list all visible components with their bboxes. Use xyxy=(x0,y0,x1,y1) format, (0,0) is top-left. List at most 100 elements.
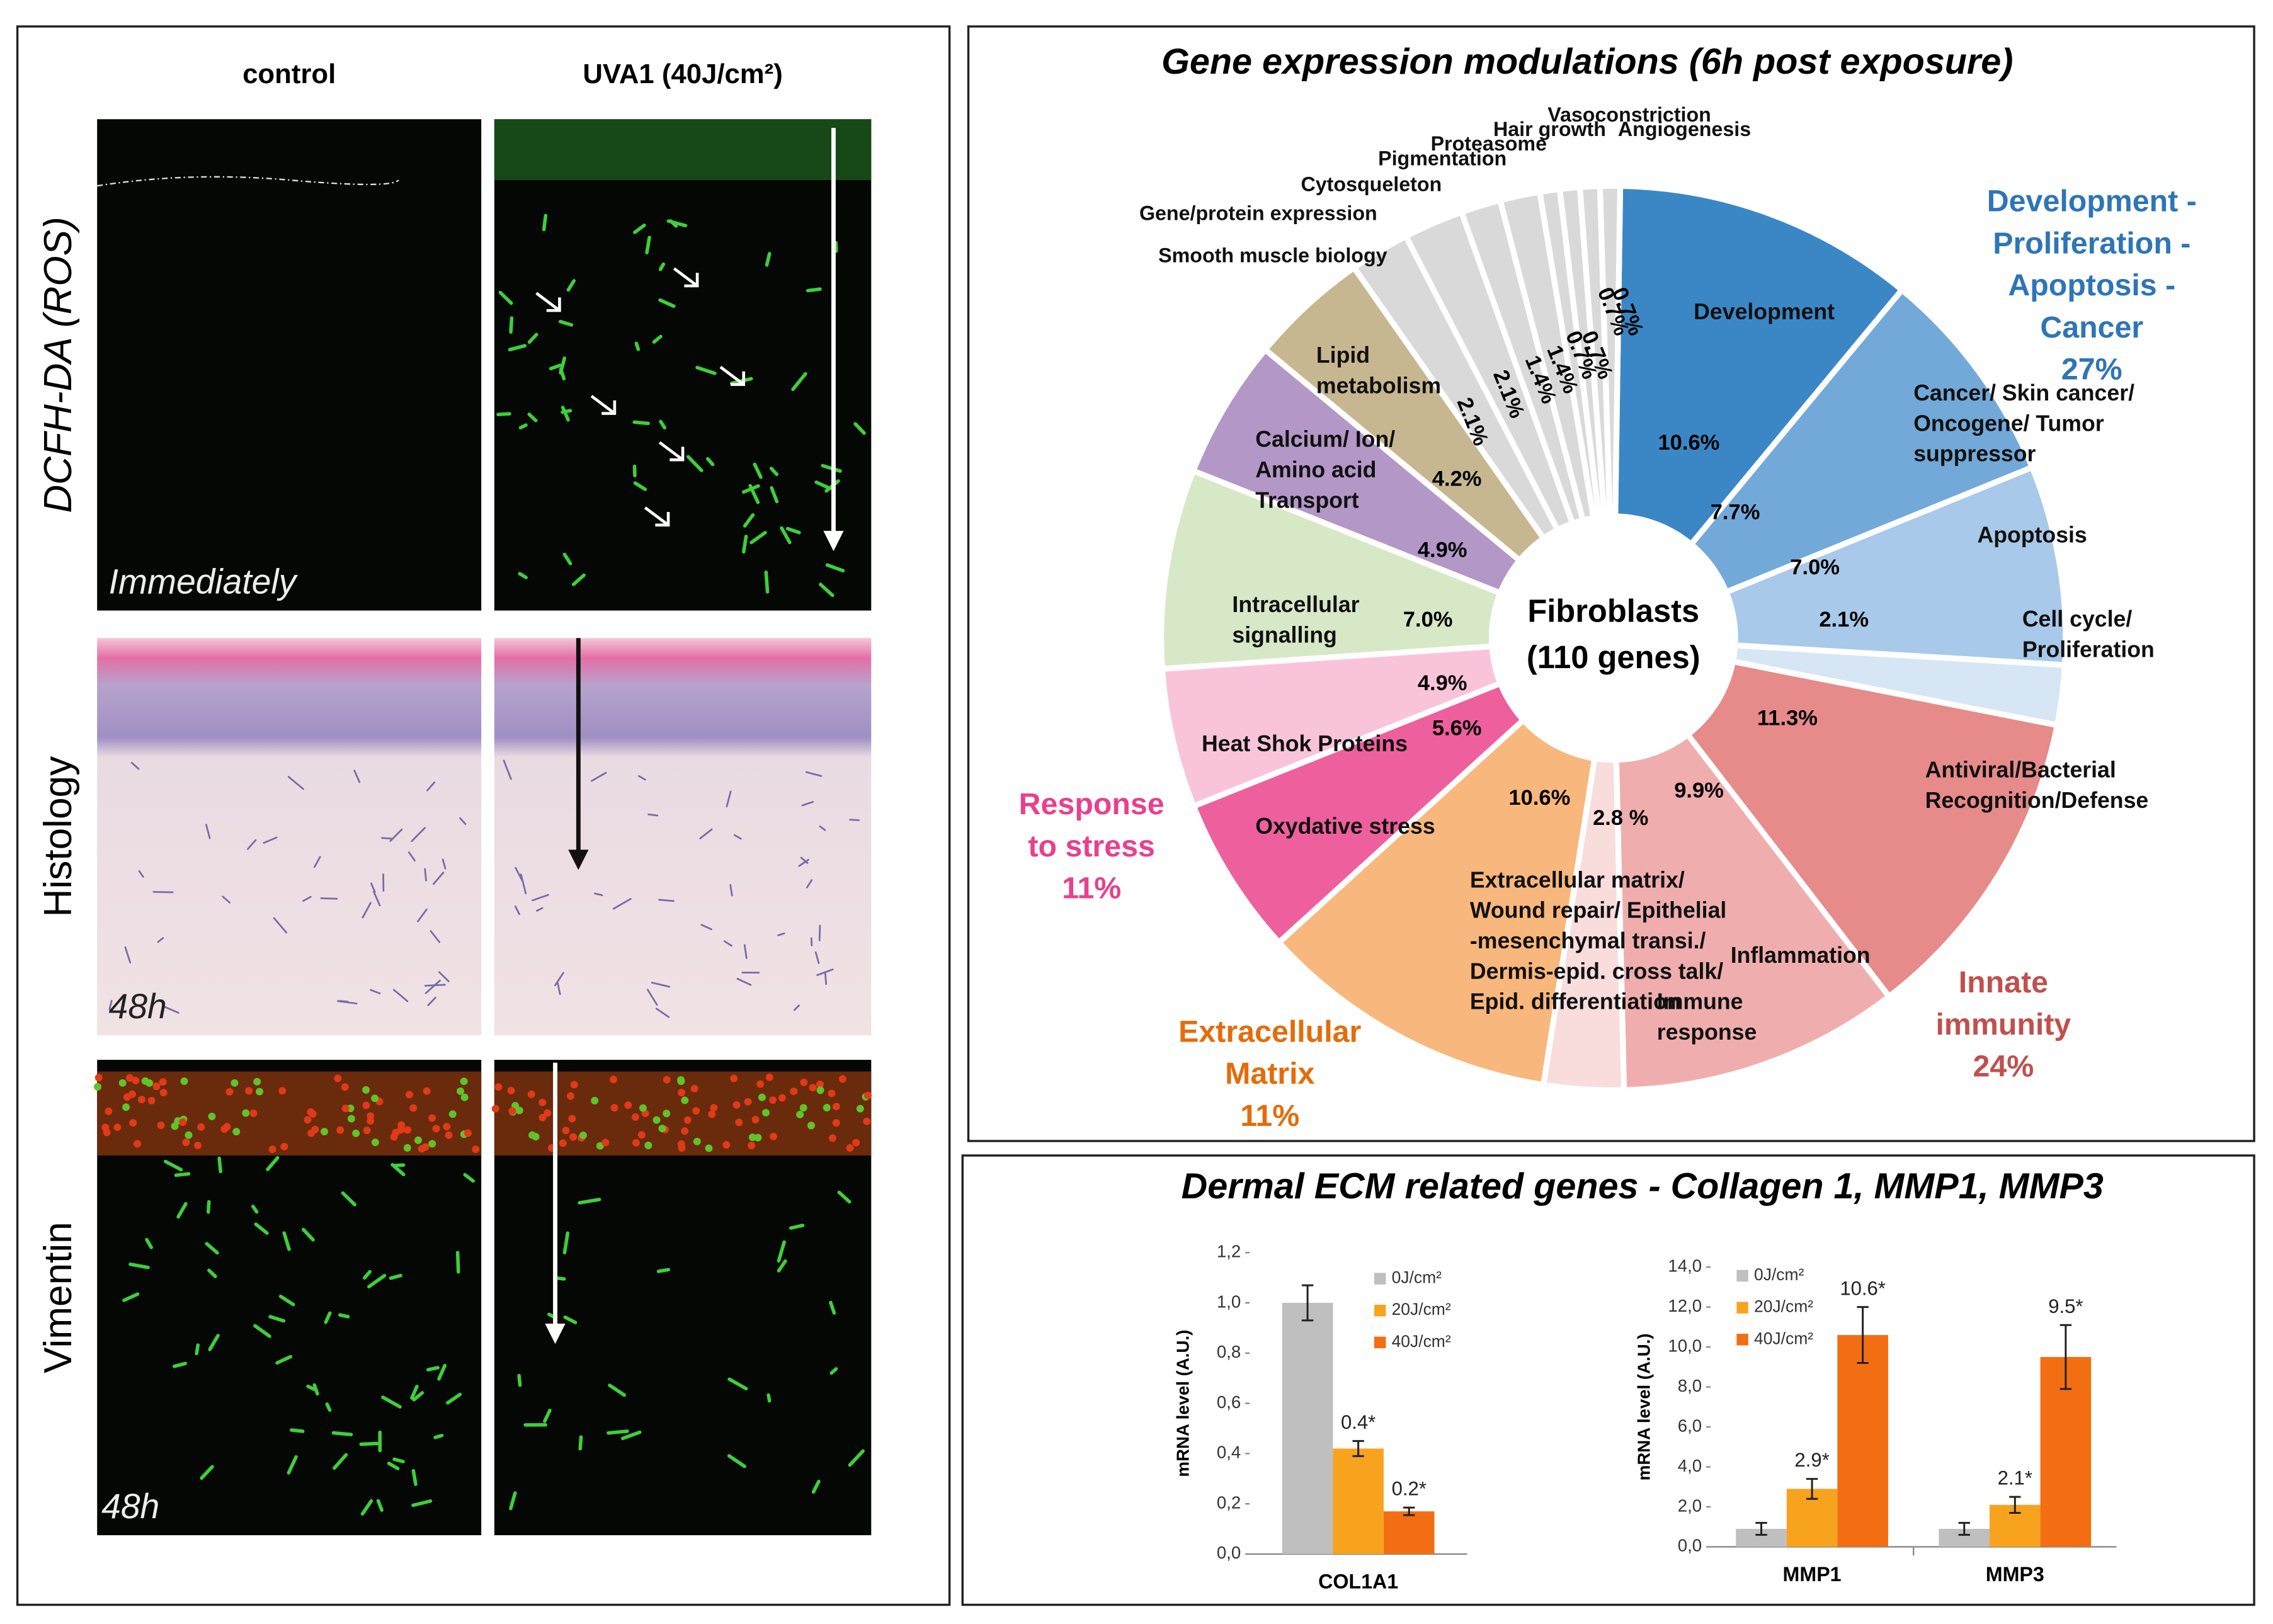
group-annotation: 27% xyxy=(2061,353,2122,387)
slice-label: Calcium/ Ion/ xyxy=(1255,427,1395,452)
slice-value-label: 7.0% xyxy=(1403,608,1453,632)
nucleus xyxy=(639,1104,647,1112)
legend-swatch xyxy=(1374,1336,1386,1349)
nucleus xyxy=(403,1144,411,1152)
cell-speck xyxy=(138,870,144,878)
nucleus xyxy=(159,1078,167,1086)
cell-speck xyxy=(806,879,813,889)
nucleus xyxy=(157,1121,165,1129)
cell-speck xyxy=(411,1499,433,1508)
legend-swatch xyxy=(1736,1334,1748,1346)
cell-speck xyxy=(571,573,586,586)
nucleus xyxy=(610,1104,618,1112)
cell-speck xyxy=(801,801,814,807)
nucleus xyxy=(352,1129,360,1137)
cell-speck xyxy=(542,213,548,232)
time-label: 48h xyxy=(109,987,167,1026)
nucleus xyxy=(756,1080,765,1088)
cell-speck xyxy=(410,1385,419,1400)
group-annotation: 11% xyxy=(1062,872,1121,906)
slice-label: Hair growth xyxy=(1493,118,1606,140)
nucleus xyxy=(816,1081,824,1088)
slice-label: Immune xyxy=(1657,989,1743,1014)
cell-speck xyxy=(730,377,753,385)
nucleus xyxy=(428,1114,436,1122)
cell-speck xyxy=(518,572,528,579)
nucleus xyxy=(708,1110,716,1118)
nucleus xyxy=(371,1139,379,1147)
cell-speck xyxy=(819,582,835,598)
nucleus xyxy=(681,1127,689,1135)
slice-label: Apoptosis xyxy=(1977,523,2087,548)
cell-speck xyxy=(195,1343,200,1356)
x-tick-label: MMP1 xyxy=(1783,1563,1842,1586)
y-tick-label: 14,0 xyxy=(1668,1256,1702,1276)
nucleus xyxy=(663,1076,671,1084)
cell-speck xyxy=(273,917,288,934)
cell-speck xyxy=(331,1431,353,1436)
nucleus xyxy=(278,1087,287,1095)
nucleus xyxy=(832,1119,840,1127)
slice-value-label: 10.6% xyxy=(1508,786,1570,810)
cell-arrow xyxy=(719,366,746,386)
nucleus xyxy=(132,1076,140,1084)
group-annotation: immunity xyxy=(1935,1008,2071,1042)
nucleus xyxy=(445,1131,453,1139)
nucleus xyxy=(129,1119,137,1127)
nucleus xyxy=(152,1082,161,1091)
nucleus xyxy=(778,1094,786,1102)
nucleus xyxy=(754,1133,762,1142)
cell-speck xyxy=(176,1201,188,1219)
cell-speck xyxy=(392,1163,406,1167)
value-label: 9.5* xyxy=(2048,1295,2083,1317)
cell-speck xyxy=(417,908,428,923)
cell-speck xyxy=(518,423,528,429)
cell-speck xyxy=(770,485,779,504)
cell-speck xyxy=(446,1392,462,1405)
cell-speck xyxy=(266,1156,280,1171)
cell-speck xyxy=(810,937,813,946)
column-label: control xyxy=(242,59,336,89)
nucleus xyxy=(800,1078,808,1086)
nucleus xyxy=(363,1127,371,1135)
cell-speck xyxy=(607,1429,629,1435)
pie-slice xyxy=(1190,635,1615,947)
nucleus xyxy=(94,1074,103,1082)
y-tick-label: 0,4 xyxy=(1217,1443,1241,1462)
nucleus xyxy=(566,1092,574,1100)
slice-label: Lipid xyxy=(1316,343,1370,368)
row-label: DCFH-DA (ROS) xyxy=(37,217,80,513)
nucleus xyxy=(690,1084,698,1093)
nucleus xyxy=(710,1104,718,1112)
cell-speck xyxy=(806,287,822,293)
nucleus xyxy=(637,1131,646,1139)
nucleus xyxy=(748,1133,756,1142)
nucleus xyxy=(527,1090,535,1098)
pie-slice xyxy=(1189,345,1615,641)
bar xyxy=(1837,1335,1888,1547)
nucleus xyxy=(730,1074,738,1082)
nucleus xyxy=(828,1089,836,1098)
slice-label: Gene/protein expression xyxy=(1139,202,1377,225)
nucleus xyxy=(562,1127,570,1135)
nucleus xyxy=(232,1128,241,1136)
cell-speck xyxy=(360,1499,373,1516)
y-tick-label: 8,0 xyxy=(1678,1376,1702,1395)
group-annotation: to stress xyxy=(1028,829,1154,863)
nucleus xyxy=(683,1116,692,1124)
cell-speck xyxy=(381,837,392,840)
histology-image xyxy=(97,638,482,1035)
cell-speck xyxy=(699,828,713,839)
group-annotation: 11% xyxy=(1240,1099,1299,1133)
slice-label: Cancer/ Skin cancer/ xyxy=(1913,380,2134,406)
cell-speck xyxy=(251,1205,259,1214)
nucleus xyxy=(769,1096,777,1104)
cell-speck xyxy=(656,1268,671,1273)
y-tick-label: 0,0 xyxy=(1678,1536,1702,1555)
nucleus xyxy=(105,1107,113,1115)
nucleus xyxy=(406,1091,413,1099)
cell-speck xyxy=(124,946,132,963)
nucleus xyxy=(692,1107,700,1115)
cell-speck xyxy=(647,813,659,817)
